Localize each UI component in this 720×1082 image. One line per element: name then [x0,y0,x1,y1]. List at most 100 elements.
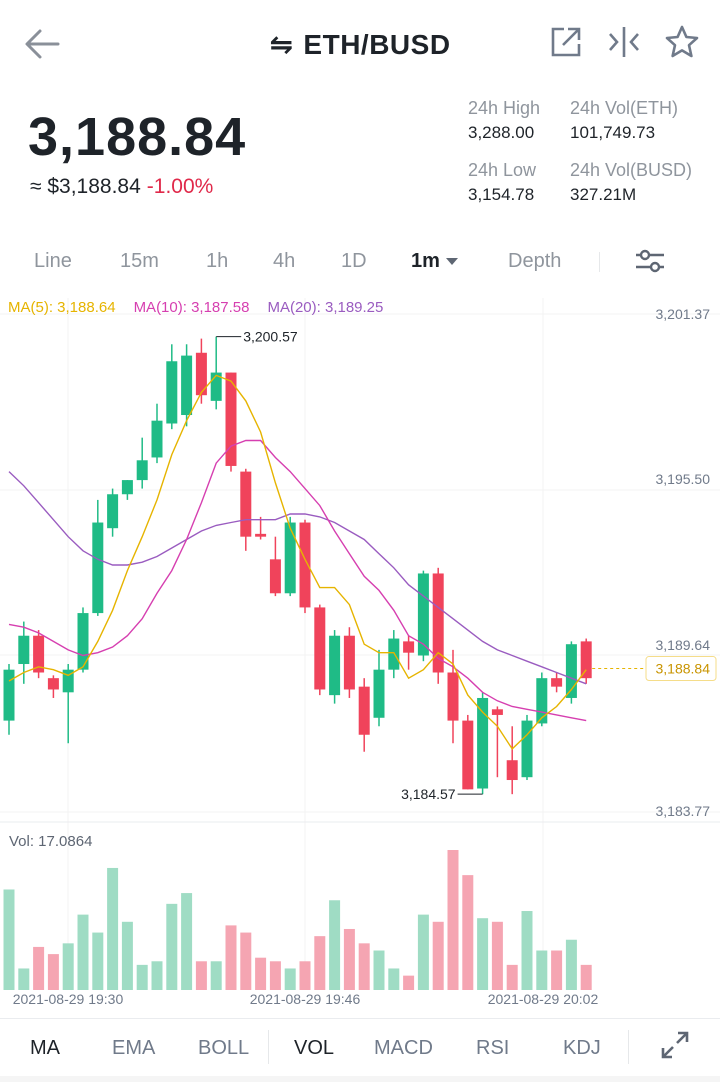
stat-label: 24h Vol(BUSD) [570,160,693,180]
tab-vol[interactable]: VOL [294,1037,335,1059]
stat-label: 24h Vol(ETH) [570,98,679,118]
price-subline: ≈ $3,188.84 -1.00% [30,175,213,199]
volume-label: Vol: 17.0864 [9,833,92,850]
volume-bar [343,928,355,990]
candlestick-chart[interactable]: 3,201.37 3,195.50 3,189.64 3,183.77 3,188.84… [0,292,720,1010]
stat-label: 24h Low [468,160,537,180]
candle-body [373,669,385,718]
volume-bar [18,968,30,990]
candle-body [269,559,281,594]
y-axis-label: 3,195.50 [656,471,711,487]
stat-24h-high: 24h High 3,288.00 [468,98,588,143]
volume-bar [121,921,133,990]
tab-boll[interactable]: BOLL [198,1037,250,1059]
star-icon[interactable] [664,24,700,60]
volume-bar [417,914,429,990]
tab-divider [268,1030,269,1064]
volume-bar [151,961,163,990]
volume-bar [181,893,193,990]
interval-15m[interactable]: 15m [120,250,159,272]
volume-bar [491,921,503,990]
interval-line[interactable]: Line [34,250,72,272]
y-axis-label: 3,201.37 [656,306,711,322]
tab-rsi[interactable]: RSI [476,1037,510,1059]
chart-settings-icon[interactable] [634,248,666,274]
interval-4h[interactable]: 4h [273,250,296,272]
candle-body [388,638,400,670]
high-marker-label: 3,200.57 [243,329,298,345]
candle-body [195,352,207,396]
volume-bar [536,950,548,990]
tab-macd[interactable]: MACD [374,1037,433,1059]
candle-body [580,641,592,679]
ma20-label: MA(20): 3,189.25 [267,299,384,316]
ma5-label: MA(5): 3,188.64 [8,299,116,316]
candle-body [210,372,222,401]
ma10-line [8,439,587,722]
chevron-down-icon [445,258,458,266]
candle-body [521,720,533,778]
tab-ema[interactable]: EMA [112,1037,156,1059]
volume-bar [551,950,563,990]
stat-value: 101,749.73 [570,123,656,142]
ma20-line [8,471,587,685]
stat-label: 24h High [468,98,541,118]
volume-bar [506,964,518,990]
bottom-bar [0,1076,720,1082]
interval-divider [599,252,600,272]
candle-body [3,669,15,721]
volume-bar [580,964,592,990]
candle-body [314,607,326,690]
candle-body [299,522,311,608]
interval-bar: Line 15m 1h 4h 1D 1m Depth [0,244,720,280]
last-price: 3,188.84 [28,107,247,167]
candle-body [225,372,237,466]
volume-bar [388,968,400,990]
candle-body [151,420,163,458]
volume-bar [299,961,311,990]
pair-name: ETH/BUSD [303,29,451,60]
candle-body [240,471,252,537]
interval-depth[interactable]: Depth [508,250,562,272]
volume-bar [477,918,489,990]
volume-bar [62,943,74,990]
x-axis-label: 2021-08-29 20:02 [488,991,599,1007]
candle-body [432,573,444,673]
low-marker-label: 3,184.57 [401,786,456,802]
candle-body [491,709,503,715]
fiat-price: ≈ $3,188.84 [30,175,141,198]
pair-title[interactable]: ⇋ ETH/BUSD [0,28,720,61]
volume-bar [269,961,281,990]
interval-1m-label: 1m [411,250,440,272]
candle-body [447,672,459,721]
back-arrow-icon[interactable] [22,26,62,62]
y-axis-label: 3,189.64 [656,637,711,653]
interval-1d[interactable]: 1D [341,250,367,272]
external-link-icon[interactable] [548,24,584,60]
candle-body [166,361,178,424]
tab-ma[interactable]: MA [30,1037,60,1059]
candle-body [92,522,104,614]
candle-body [343,635,355,690]
candle-body [47,678,59,690]
candle-body [565,644,577,698]
x-axis-label: 2021-08-29 19:30 [13,991,124,1007]
volume-bar [166,903,178,990]
current-price-label: 3,188.84 [656,661,711,677]
candle-body [477,697,489,789]
candle-body [417,573,429,656]
interval-1m[interactable]: 1m [411,250,458,273]
compare-icon[interactable] [606,24,642,60]
expand-icon[interactable] [660,1030,690,1060]
volume-bar [565,939,577,990]
candle-body [255,533,267,537]
ma-legend: MA(5): 3,188.64 MA(10): 3,187.58 MA(20):… [8,299,383,316]
volume-bar [373,950,385,990]
candle-body [462,720,474,790]
swap-arrows-icon: ⇋ [269,29,294,60]
volume-bar [255,957,267,990]
candle-body [136,460,148,481]
candle-body [403,641,415,653]
interval-1h[interactable]: 1h [206,250,229,272]
tab-kdj[interactable]: KDJ [563,1037,601,1059]
